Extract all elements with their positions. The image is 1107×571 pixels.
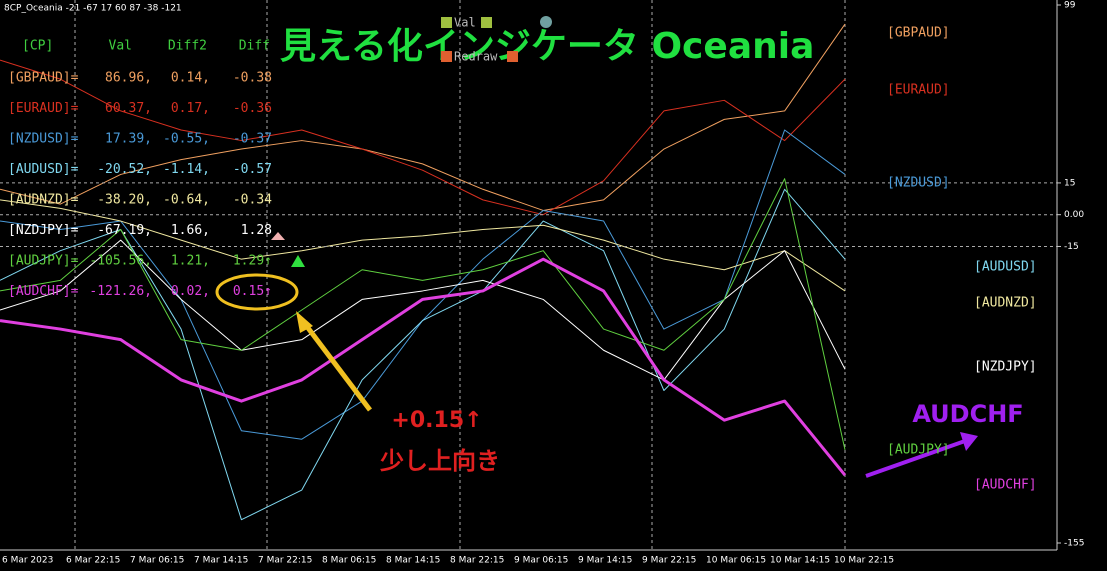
series-line: [0, 257, 847, 477]
indicator-dot: [540, 16, 552, 28]
table-cell: -0.57: [233, 162, 272, 177]
x-tick-label: 8 Mar 22:15: [450, 556, 504, 566]
annotation: +0.15↑: [391, 408, 482, 433]
x-tick-label: 10 Mar 22:15: [834, 556, 894, 566]
table-cell: 86.96,: [105, 71, 152, 86]
table-cell: [AUDJPY]=: [8, 254, 79, 269]
table-cell: 0.17,: [171, 101, 210, 116]
x-tick-label: 8 Mar 06:15: [322, 556, 376, 566]
table-cell: -0.64,: [163, 193, 210, 208]
legend-label: [AUDNZD]: [974, 296, 1037, 311]
y-tick-label: 15: [1064, 178, 1075, 188]
table-cell: 1.21,: [171, 254, 210, 269]
x-tick-label: 8 Mar 14:15: [386, 556, 440, 566]
y-tick-label: 99: [1064, 1, 1076, 11]
table-header: Val: [109, 39, 132, 54]
legend-label: [NZDJPY]: [974, 360, 1037, 375]
up-triangle: [271, 232, 285, 240]
table-cell: 17.39,: [105, 132, 152, 147]
table-cell: -121.26,: [89, 284, 152, 299]
x-tick-label: 6 Mar 22:15: [66, 556, 120, 566]
table-header: Diff: [239, 39, 270, 54]
legend-label: [EURAUD]: [887, 83, 950, 98]
table-cell: [NZDJPY]=: [8, 223, 79, 238]
table-cell: -38.20,: [97, 193, 152, 208]
arrow-head: [960, 432, 978, 451]
legend-label: [GBPAUD]: [887, 26, 950, 41]
series-line: [0, 239, 846, 381]
y-tick-label: -15: [1064, 242, 1079, 252]
y-tick-label: 0.00: [1064, 210, 1084, 220]
x-tick-label: 7 Mar 22:15: [258, 556, 312, 566]
annotation: AUDCHF: [912, 400, 1023, 428]
caption: 8CP_Oceania -21 -67 17 60 87 -38 -121: [4, 4, 182, 14]
y-tick-label: -155: [1064, 539, 1084, 549]
table-cell: -0.55,: [163, 132, 210, 147]
table-cell: -1.14,: [163, 162, 210, 177]
table-cell: [NZDUSD]=: [8, 132, 79, 147]
x-tick-label: 9 Mar 14:15: [578, 556, 632, 566]
x-tick-label: 9 Mar 06:15: [514, 556, 568, 566]
series-line: [0, 188, 846, 521]
table-cell: -0.38: [233, 71, 272, 86]
legend-label: [NZDUSD]: [887, 176, 950, 191]
legend-label: [AUDJPY]: [887, 443, 950, 458]
arrow: [300, 318, 372, 412]
highlight-ellipse: [215, 273, 299, 311]
redraw-button[interactable]: Redraw: [454, 50, 498, 64]
arrow-head: [296, 311, 313, 333]
table-cell: 60.37,: [105, 101, 152, 116]
table-cell: [GBPAUD]=: [8, 71, 79, 86]
table-cell: -67.19,: [97, 223, 152, 238]
series-line: [0, 23, 846, 211]
table-cell: 1.28: [241, 223, 272, 238]
table-header: [CP]: [22, 39, 53, 54]
redraw-icon: [441, 51, 452, 62]
series-line: [0, 199, 846, 292]
table-cell: [AUDNZD]=: [8, 193, 79, 208]
series-line: [0, 178, 846, 450]
legend-label: [AUDCHF]: [974, 478, 1037, 493]
table: [CP] Val Diff2 Diff [GBPAUD]= 86.96, 0.14, -0.3…: [8, 39, 272, 300]
val-icon: [441, 17, 452, 28]
legend-label: [AUDUSD]: [974, 260, 1037, 275]
table-header: Diff2: [168, 39, 207, 54]
table-cell: [AUDCHF]=: [8, 284, 79, 299]
x-tick-label: 9 Mar 22:15: [642, 556, 696, 566]
table-cell: [AUDUSD]=: [8, 162, 79, 177]
day-separators: [74, 0, 846, 550]
table-cell: 0.14,: [171, 71, 210, 86]
up-triangle: [291, 255, 305, 267]
table-cell: -105.56,: [89, 254, 152, 269]
x-tick-label: 10 Mar 06:15: [706, 556, 766, 566]
val-icon: [481, 17, 492, 28]
table-cell: 1.66,: [171, 223, 210, 238]
x-tick-label: 10 Mar 14:15: [770, 556, 830, 566]
table-cell: [EURAUD]=: [8, 101, 79, 116]
x-tick-label: 6 Mar 2023: [2, 556, 53, 566]
table-cell: -0.34: [233, 193, 272, 208]
table-cell: -0.36: [233, 101, 272, 116]
table-cell: -0.37: [233, 132, 272, 147]
table-cell: 0.02,: [171, 284, 210, 299]
val-button[interactable]: Val: [454, 16, 476, 30]
annotation: 少し上向き: [379, 447, 500, 475]
table-cell: 0.15↑: [233, 284, 272, 299]
title: 見える化インジケータ Oceania: [280, 26, 814, 67]
table-cell: -20.52,: [97, 162, 152, 177]
x-tick-label: 7 Mar 06:15: [130, 556, 184, 566]
series-lines: [0, 23, 847, 521]
x-tick-label: 7 Mar 14:15: [194, 556, 248, 566]
redraw-icon: [507, 51, 518, 62]
arrow: [865, 439, 966, 478]
series-line: [0, 59, 846, 216]
table-cell: 1.29↑: [233, 254, 272, 269]
